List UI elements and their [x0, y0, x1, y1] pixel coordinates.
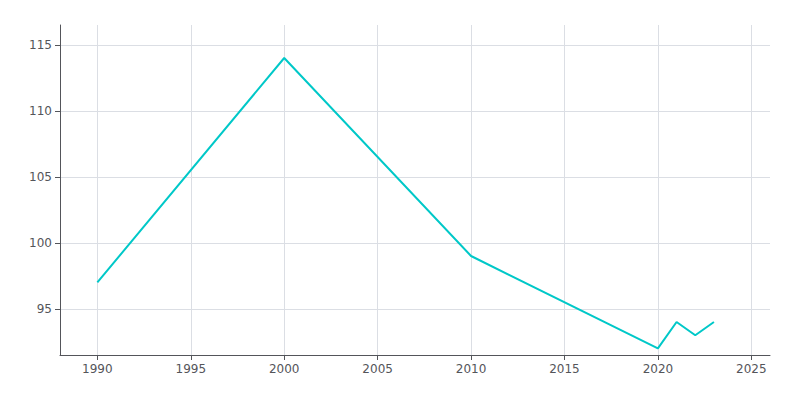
- svg-text:2000: 2000: [269, 362, 300, 376]
- svg-text:1990: 1990: [82, 362, 113, 376]
- svg-text:105: 105: [29, 170, 52, 184]
- svg-text:2015: 2015: [549, 362, 580, 376]
- svg-text:110: 110: [29, 104, 52, 118]
- svg-text:2005: 2005: [362, 362, 393, 376]
- svg-text:2020: 2020: [643, 362, 674, 376]
- svg-text:1995: 1995: [176, 362, 207, 376]
- svg-text:115: 115: [29, 38, 52, 52]
- svg-text:2010: 2010: [456, 362, 487, 376]
- svg-text:95: 95: [37, 302, 52, 316]
- svg-text:100: 100: [29, 236, 52, 250]
- svg-text:2025: 2025: [736, 362, 767, 376]
